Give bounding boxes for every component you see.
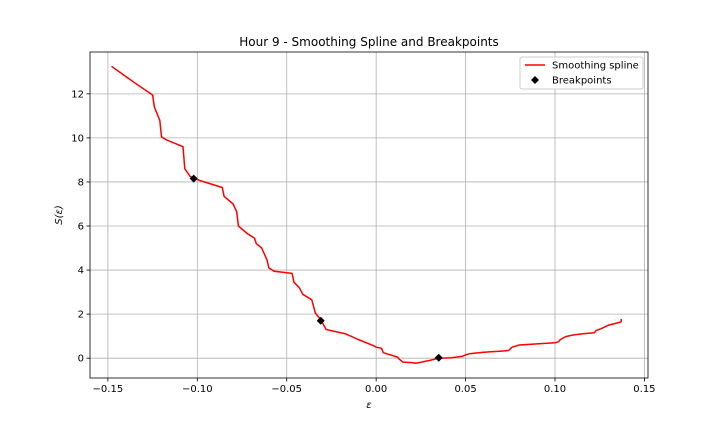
y-tick-label: 2 (78, 310, 84, 321)
spline-line (111, 65, 622, 364)
y-tick-label: 6 (78, 222, 84, 233)
legend-swatch-breakpoints (531, 76, 539, 84)
y-tick-label: 0 (78, 354, 84, 365)
series-lines (111, 65, 622, 364)
breakpoint-marker (189, 174, 198, 183)
x-tick-label: 0.10 (544, 384, 566, 395)
legend: Smoothing spline Breakpoints (519, 56, 644, 90)
x-axis-label: ε (366, 400, 372, 411)
legend-label-spline: Smoothing spline (552, 61, 639, 72)
grid (90, 52, 648, 378)
y-tick-label: 8 (78, 177, 84, 188)
x-tick-label: −0.05 (271, 384, 302, 395)
x-tick-label: 0.00 (365, 384, 387, 395)
x-tick-label: 0.05 (454, 384, 476, 395)
breakpoint-marker (316, 316, 325, 325)
x-tick-label: 0.15 (633, 384, 655, 395)
axes-frame (89, 51, 649, 379)
chart-title: Hour 9 - Smoothing Spline and Breakpoint… (239, 35, 499, 49)
y-axis-label: S(ε) (54, 205, 65, 225)
breakpoint-markers (189, 174, 443, 362)
y-ticks: 0 2 4 6 8 10 12 (71, 89, 90, 365)
x-tick-label: −0.15 (93, 384, 124, 395)
y-tick-label: 12 (71, 89, 84, 100)
y-tick-label: 4 (78, 266, 84, 277)
legend-label-breakpoints: Breakpoints (552, 76, 612, 87)
x-ticks: −0.15 −0.10 −0.05 0.00 0.05 0.10 0.15 (93, 378, 656, 395)
legend-box (519, 56, 644, 90)
x-tick-label: −0.10 (182, 384, 213, 395)
breakpoint-marker (434, 353, 443, 362)
y-tick-label: 10 (71, 133, 84, 144)
